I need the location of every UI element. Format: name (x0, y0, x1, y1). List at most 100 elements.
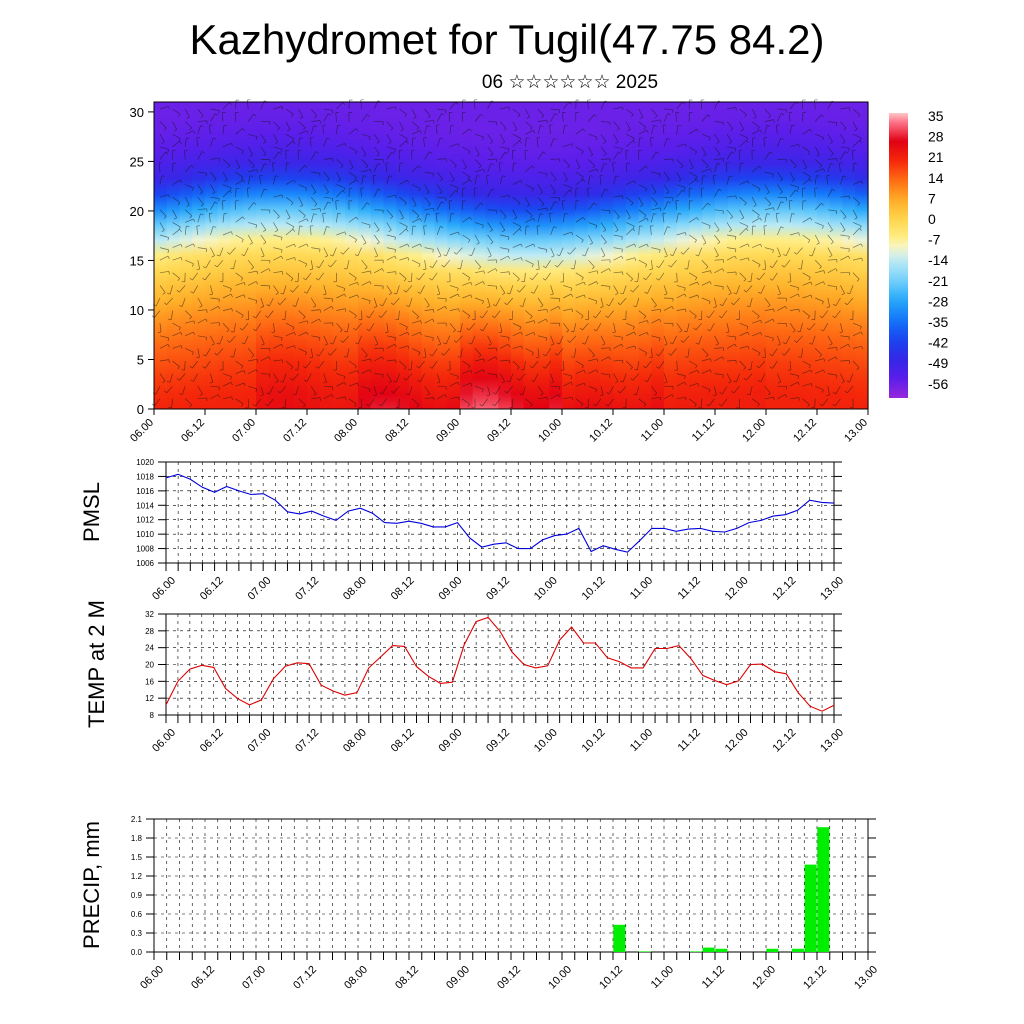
wind-barb-flag (378, 403, 382, 407)
wind-barb (487, 146, 494, 155)
wind-barb-flag (746, 225, 749, 230)
wind-barb-flag (306, 130, 309, 134)
wind-barb (777, 247, 781, 257)
wind-barb (336, 143, 345, 148)
wind-barb-flag (709, 369, 712, 373)
wind-barb (381, 398, 388, 407)
wind-barb-flag (798, 309, 800, 313)
wind-barb-flag (668, 264, 672, 268)
wind-barb-flag (357, 294, 359, 298)
wind-barb-flag (354, 239, 357, 243)
wind-barb-flag (189, 365, 193, 369)
wind-barb (701, 222, 711, 227)
wind-barb-flag (630, 202, 634, 206)
wind-barb (235, 128, 243, 135)
wind-barb (436, 285, 441, 295)
wind-barb-flag (326, 178, 330, 182)
wind-barb-flag (457, 382, 460, 386)
wind-barb (306, 373, 312, 382)
wind-barb-flag (568, 190, 572, 193)
wind-barb-flag (443, 342, 447, 345)
wind-barb (663, 335, 668, 345)
wind-barb-flag (734, 148, 737, 152)
wind-barb (169, 285, 173, 295)
wind-barb (437, 297, 447, 300)
wind-barb-flag (189, 316, 192, 320)
wind-barb (154, 310, 161, 318)
wind-barb (373, 146, 380, 155)
wind-barb-flag (231, 396, 233, 400)
wind-barb-flag (531, 165, 535, 169)
wind-barb (626, 243, 635, 248)
wind-barb (777, 113, 782, 122)
wind-barb-flag (533, 320, 536, 324)
heatmap-column (409, 102, 423, 409)
wind-barb-flag (427, 115, 431, 119)
wind-barb (298, 197, 304, 206)
wind-barb-flag (530, 291, 535, 294)
wind-barb (185, 184, 194, 189)
wind-barb (777, 138, 782, 147)
wind-barb-flag (533, 243, 536, 248)
heatmap-column (523, 102, 538, 409)
wind-barb (802, 178, 810, 185)
wind-barb-flag (264, 163, 268, 166)
wind-barb (751, 197, 757, 206)
wind-barb (722, 297, 728, 306)
pmsl-y-tick-label: 1006 (136, 559, 154, 568)
wind-barb (645, 360, 652, 369)
wind-barb-flag (539, 191, 543, 195)
wind-barb (714, 285, 724, 287)
wind-barb-flag (615, 292, 619, 296)
wind-barb-flag (797, 375, 800, 379)
wind-barb (852, 257, 862, 261)
wind-barb-flag (521, 345, 523, 350)
wind-barb (575, 382, 585, 387)
wind-barb-flag (743, 278, 747, 282)
wind-barb-flag (229, 187, 232, 192)
wind-barb (159, 255, 169, 261)
wind-barb (235, 382, 245, 387)
wind-barb (796, 335, 803, 343)
wind-barb (822, 310, 829, 319)
precip-x-tick-label: 06.00 (138, 964, 166, 992)
wind-barb-flag (418, 352, 421, 356)
wind-barb-flag (199, 393, 203, 396)
wind-barb-flag (576, 167, 581, 170)
wind-barb-flag (656, 265, 660, 268)
wind-barb-flag (744, 202, 747, 206)
wind-barb-flag (684, 356, 688, 358)
wind-barb (588, 369, 597, 374)
wind-barb-flag (659, 318, 662, 323)
wind-barb-flag (810, 369, 813, 374)
wind-barb-flag (627, 217, 631, 220)
wind-barb (789, 397, 799, 400)
wind-barb-flag (200, 213, 204, 216)
wind-barb-flag (479, 315, 483, 319)
wind-barb-flag (249, 175, 254, 177)
wind-barb-flag (519, 393, 524, 396)
wind-barb (522, 386, 526, 395)
wind-barb-flag (490, 163, 494, 166)
wind-barb-flag (713, 306, 717, 308)
wind-barb-flag (324, 343, 328, 346)
wind-barb (348, 382, 358, 387)
wind-barb (348, 234, 357, 240)
wind-barb (185, 259, 194, 265)
wind-barb-flag (659, 207, 662, 211)
wind-barb (600, 335, 606, 344)
wind-barb-flag (458, 308, 460, 312)
heatmap-x-tick-label: 11.00 (639, 417, 666, 444)
wind-barb (185, 130, 194, 135)
wind-barb (537, 385, 544, 394)
wind-barb-flag (176, 378, 180, 381)
temp-x-tick-label: 07.12 (293, 727, 321, 755)
heatmap-column (281, 102, 295, 409)
wind-barb-flag (810, 217, 813, 221)
wind-barb-flag (846, 292, 850, 295)
wind-barb (827, 163, 831, 173)
wind-barb (537, 297, 544, 306)
precip-bar (613, 924, 626, 952)
wind-barb (789, 373, 799, 377)
wind-barb-flag (240, 277, 244, 281)
